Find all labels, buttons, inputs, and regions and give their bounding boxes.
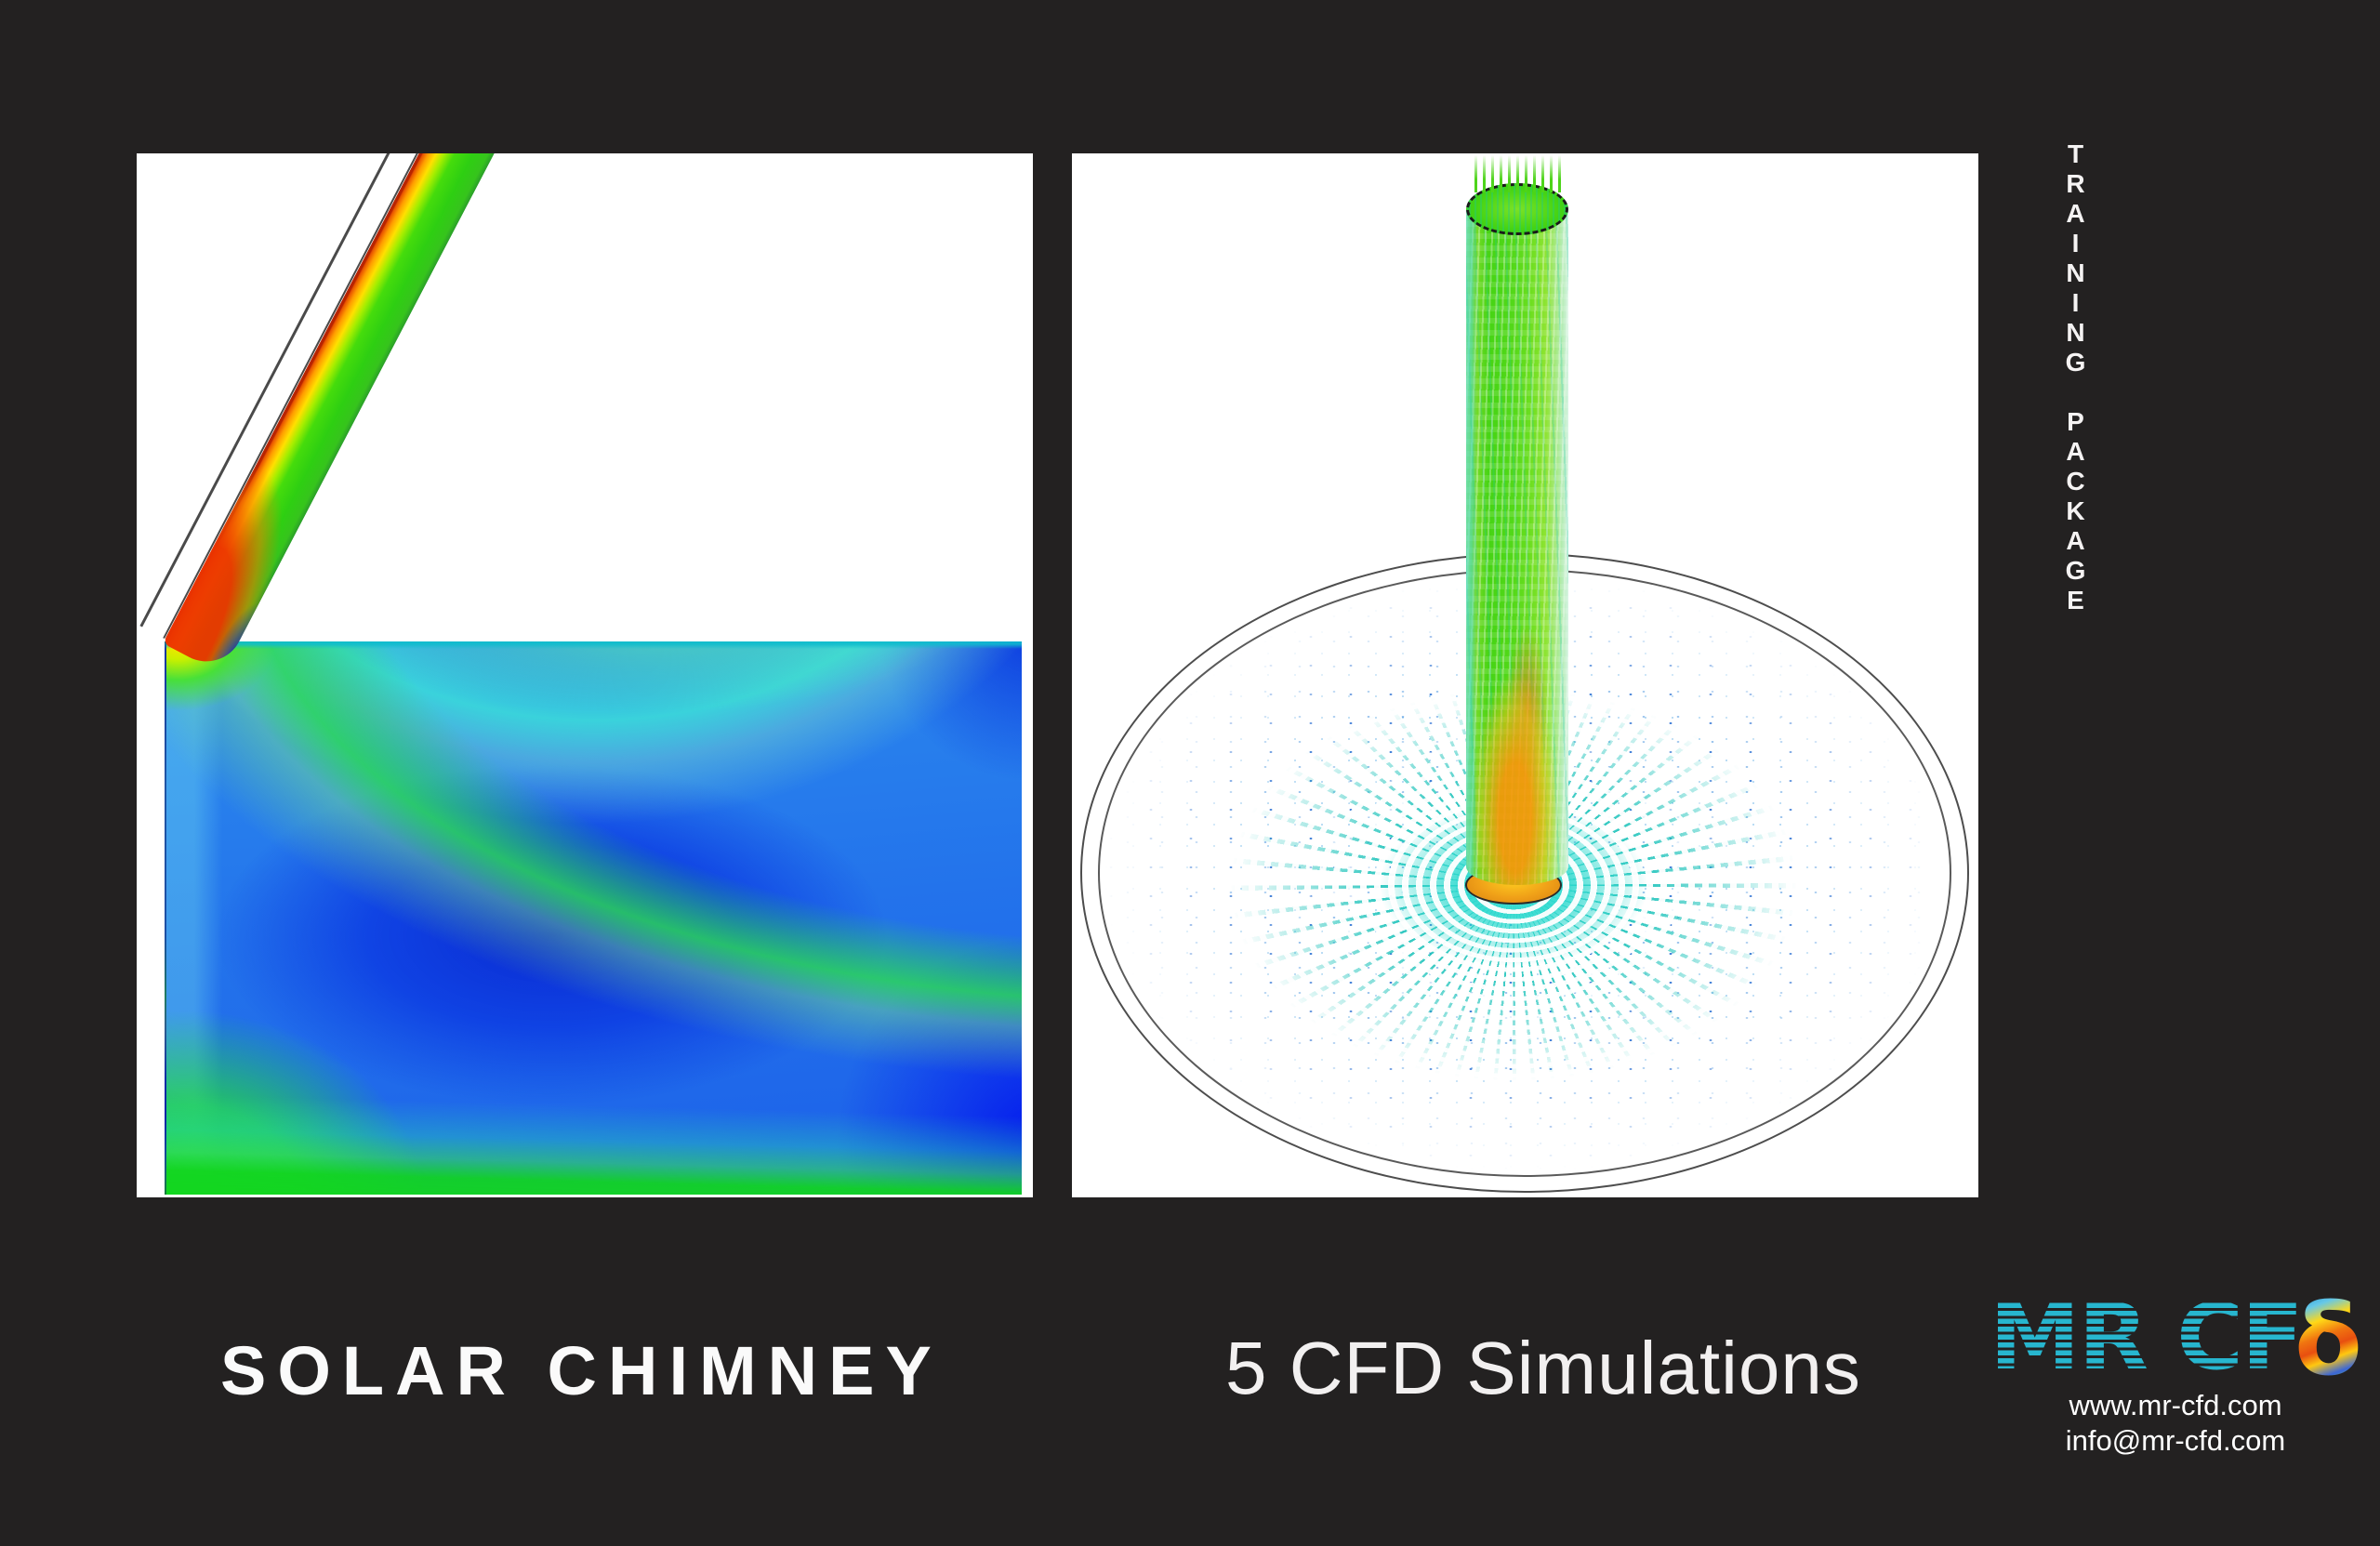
logo-delta-glyph: δ [2294, 1283, 2362, 1397]
vector-plot-image [1072, 153, 1978, 1197]
chimney-jet-contour [163, 153, 498, 675]
page-title: SOLAR CHIMNEY [220, 1332, 943, 1409]
collector-cavity-contour [165, 641, 1022, 1195]
contour-plot-image [137, 153, 1033, 1197]
website-url: www.mr-cfd.com [2069, 1388, 2282, 1421]
brand-logo: MR CFδ www.mr-cfd.com info@mr-cfd.com [1990, 1283, 2362, 1459]
subtitle: 5 CFD Simulations [1225, 1327, 1861, 1409]
side-label: TRAINING PACKAGE [2061, 139, 2090, 615]
email-address: info@mr-cfd.com [2065, 1423, 2286, 1457]
chimney-tower [1466, 209, 1568, 885]
logo-wordmark: MR CFδ [1990, 1283, 2362, 1397]
outlet-velocity-arrows [1472, 155, 1563, 192]
logo-text: MR CF [1990, 1285, 2304, 1391]
